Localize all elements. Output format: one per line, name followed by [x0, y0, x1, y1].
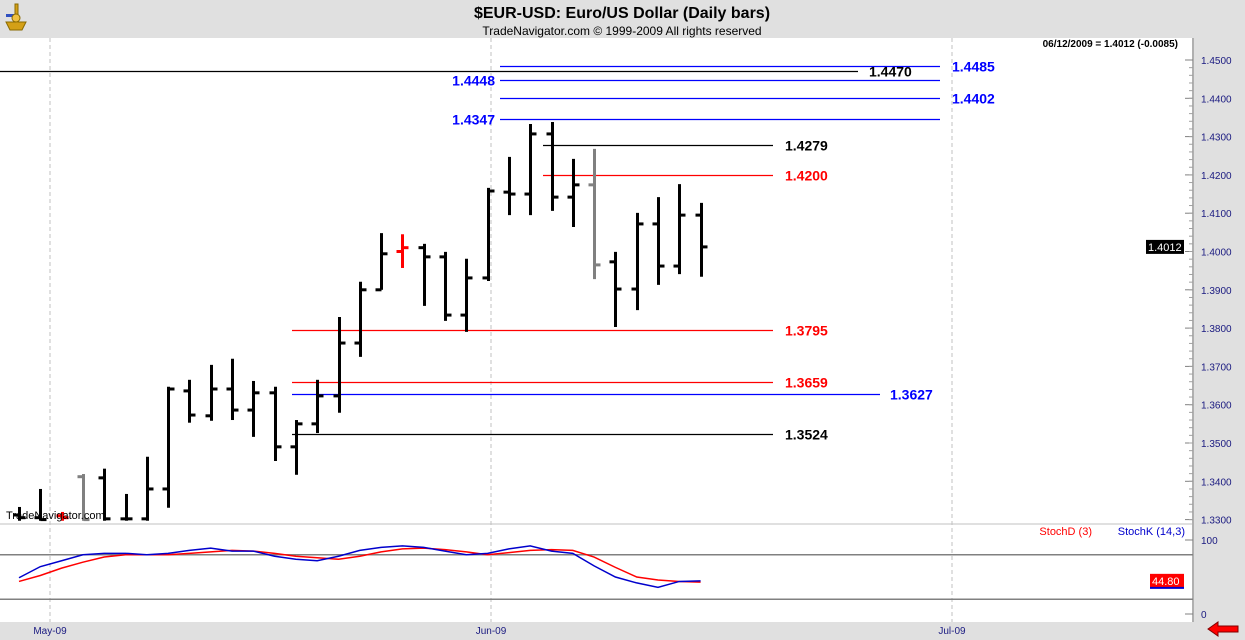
watermark: TradeNavigator.com — [6, 510, 105, 522]
level-label-1.4470: 1.4470 — [869, 64, 912, 80]
scroll-right-arrow-icon[interactable] — [1207, 621, 1239, 637]
level-label-1.4347: 1.4347 — [452, 112, 495, 128]
ohlc-bar — [609, 251, 622, 327]
ohlc-bar — [205, 364, 218, 421]
ohlc-bar — [567, 158, 580, 227]
app-logo-icon[interactable] — [5, 3, 27, 31]
price-levels: 1.4485 1.4470 1.4448 1.4402 1.4347 1.4279 1.42… — [0, 59, 995, 443]
level-label-1.3659: 1.3659 — [785, 375, 828, 391]
ohlc-bar — [503, 156, 516, 216]
price-panel[interactable] — [0, 38, 1193, 523]
y-tick-label: 1.4400 — [1201, 94, 1232, 105]
level-label-1.4448: 1.4448 — [452, 73, 495, 89]
last-price-badge — [1146, 239, 1184, 254]
ohlc-bar — [162, 386, 175, 508]
ohlc-bar — [354, 281, 367, 357]
legend-stoch-d: StochD (3) — [1039, 526, 1092, 538]
ohlc-bar — [13, 506, 26, 521]
price-axis[interactable]: 1.4500 1.4400 1.4300 1.4200 1.4100 1.4000 1.39… — [1146, 56, 1232, 527]
level-label-1.4279: 1.4279 — [785, 138, 828, 154]
ohlc-bar — [120, 493, 133, 521]
legend-stoch-k: StochK (14,3) — [1118, 526, 1185, 538]
ohlc-bar — [439, 251, 452, 321]
x-tick-label: May-09 — [33, 626, 67, 637]
stochastic-panel[interactable] — [0, 525, 1193, 622]
y-tick-label: 1.4500 — [1201, 56, 1232, 67]
y-tick-label: 1.4000 — [1201, 248, 1232, 259]
ohlc-bar — [673, 184, 686, 275]
stoch-y-tick-label: 100 — [1201, 536, 1218, 547]
ohlc-bar — [311, 379, 324, 434]
level-label-1.3524: 1.3524 — [785, 427, 828, 443]
last-price-info: 06/12/2009 = 1.4012 (-0.0085) — [1043, 39, 1178, 50]
ohlc-bar — [460, 258, 473, 332]
x-tick-label: Jun-09 — [476, 626, 507, 637]
ohlc-bar — [56, 511, 69, 521]
y-tick-label: 1.3400 — [1201, 477, 1232, 488]
date-axis: May-09 Jun-09 Jul-09 — [33, 626, 966, 637]
ohlc-bar — [524, 123, 537, 216]
ohlc-bar — [588, 148, 601, 280]
ohlc-bar — [247, 380, 260, 437]
ohlc-bar — [652, 197, 665, 285]
y-tick-label: 1.3800 — [1201, 324, 1232, 335]
ohlc-bar — [396, 234, 409, 268]
ohlc-bar — [141, 456, 154, 521]
ohlc-bar — [77, 474, 90, 522]
ohlc-bar — [418, 243, 431, 306]
y-tick-label: 1.3300 — [1201, 516, 1232, 527]
stoch-last-label: 44.80 — [1152, 576, 1180, 588]
y-tick-label: 1.3600 — [1201, 401, 1232, 412]
y-tick-label: 1.4100 — [1201, 209, 1232, 220]
level-label-1.3795: 1.3795 — [785, 323, 828, 339]
y-tick-label: 1.3500 — [1201, 439, 1232, 450]
ohlc-bar — [183, 379, 196, 423]
level-label-1.3627: 1.3627 — [890, 387, 933, 403]
vertical-gridlines — [49, 38, 953, 622]
ohlc-bar — [695, 202, 708, 277]
series-stochd — [18, 547, 701, 583]
chart-title: $EUR-USD: Euro/US Dollar (Daily bars) — [474, 5, 770, 22]
x-tick-label: Jul-09 — [938, 626, 966, 637]
ohlc-bar — [375, 233, 388, 292]
stoch-last-badge — [1150, 573, 1184, 588]
ohlc-bar — [546, 122, 559, 211]
y-tick-label: 1.3700 — [1201, 362, 1232, 373]
y-tick-label: 1.4200 — [1201, 171, 1232, 182]
ohlc-bar — [34, 488, 47, 522]
ohlc-bar — [226, 358, 239, 421]
last-price-label: 1.4012 — [1148, 242, 1182, 254]
ohlc-bar — [631, 212, 644, 311]
ohlc-bars — [13, 122, 708, 522]
ohlc-bar — [269, 386, 282, 462]
ohlc-bar — [290, 420, 303, 475]
y-tick-label: 1.3900 — [1201, 286, 1232, 297]
series-stochk — [18, 545, 701, 589]
ohlc-bar — [482, 187, 495, 281]
stochastic-axis[interactable]: 100 0 44.80 — [1150, 536, 1218, 621]
level-label-1.4200: 1.4200 — [785, 168, 828, 184]
stoch-y-tick-label: 0 — [1201, 610, 1207, 621]
ohlc-bar — [333, 316, 346, 413]
y-tick-label: 1.4300 — [1201, 133, 1232, 144]
level-label-1.4485: 1.4485 — [952, 59, 995, 75]
copyright-subtitle: TradeNavigator.com © 1999-2009 All right… — [482, 24, 761, 38]
stochastic-lines — [0, 545, 1193, 600]
level-label-1.4402: 1.4402 — [952, 91, 995, 107]
ohlc-bar — [98, 468, 111, 521]
